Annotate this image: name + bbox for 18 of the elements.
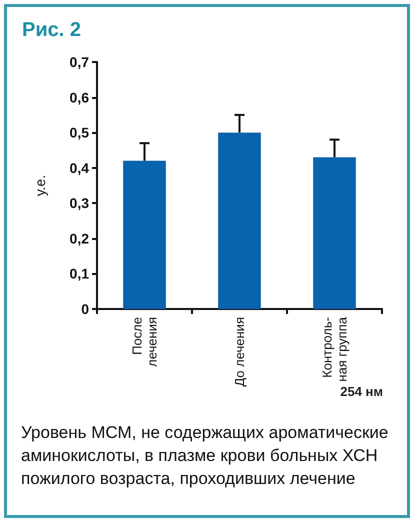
y-tick-label: 0,2 <box>70 230 90 246</box>
y-tick-label: 0,4 <box>70 160 90 176</box>
y-tick-label: 0,6 <box>70 89 90 106</box>
y-tick-label: 0,7 <box>70 54 90 70</box>
chart-title: Рис. 2 <box>22 19 81 41</box>
x-tick-label: После лечения <box>130 317 160 367</box>
y-tick-label: 0,5 <box>70 124 90 141</box>
y-tick-label: 0,3 <box>70 195 90 212</box>
x-tick-label: До лечения <box>232 317 247 387</box>
text: 254 нм <box>340 384 384 399</box>
x-tick-label: Контроль- ная группа <box>320 316 350 382</box>
y-tick-label: 0 <box>81 301 90 317</box>
y-axis-title: у.е. <box>32 174 48 196</box>
bar <box>123 160 166 309</box>
bar <box>218 132 261 309</box>
text: Уровень МСМ, не содержащих ароматические аминокислоты, в плазме крови больных ХСН пожилого возраста, проходивших лечение <box>21 422 390 490</box>
bar <box>313 157 356 309</box>
y-tick-label: 0,1 <box>70 266 90 282</box>
